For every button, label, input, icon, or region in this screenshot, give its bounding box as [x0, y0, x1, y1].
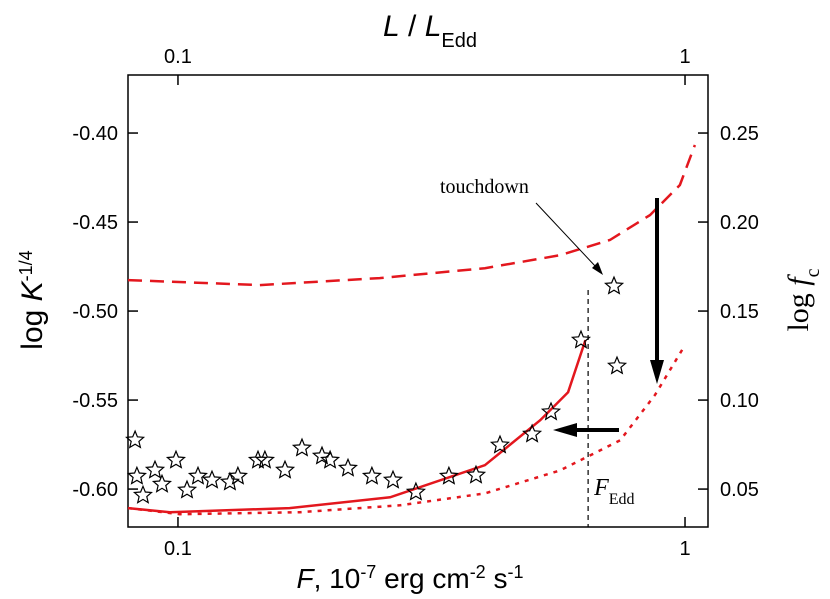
top-axis-title-part: L — [425, 10, 442, 43]
x2-tick-label: 0.1 — [164, 46, 192, 68]
y2-axis-title-part: c — [802, 268, 824, 277]
star-point — [291, 437, 312, 457]
x-tick-label: 1 — [679, 538, 690, 560]
y2-tick-label: 0.20 — [720, 212, 759, 234]
star-point — [126, 465, 147, 485]
curve-dotted — [127, 344, 687, 516]
star-point — [540, 401, 562, 421]
curve-dashed — [127, 144, 697, 287]
star-point — [247, 449, 268, 469]
y2-tick-label: 0.05 — [720, 479, 759, 501]
y2-tick-label: 0.15 — [720, 301, 759, 323]
curve-solid — [127, 339, 587, 514]
y-tick-label: -0.45 — [72, 212, 118, 234]
plot-frame — [127, 74, 709, 528]
y-axis-title-part: log — [16, 301, 49, 349]
star-point — [151, 473, 172, 493]
star-point — [607, 355, 628, 375]
arrow-left-head — [553, 423, 577, 437]
y-tick-label: -0.40 — [72, 123, 118, 145]
annotation-arrowhead — [592, 262, 603, 275]
y-tick-label: -0.50 — [72, 301, 118, 323]
star-point — [320, 449, 341, 469]
reference-label-main: F — [593, 475, 609, 501]
y-axis-title: log K-1/4 — [16, 250, 49, 349]
top-axis-title-part: / — [400, 10, 425, 43]
star-point — [219, 471, 240, 491]
annotation-text: touchdown — [440, 176, 529, 198]
star-point — [125, 429, 146, 449]
x-axis-title-part: s — [486, 563, 508, 594]
star-point — [604, 275, 625, 295]
star-point — [144, 459, 166, 479]
top-axis-title-part: L — [383, 10, 400, 43]
x-axis-title-part: erg cm — [376, 563, 469, 594]
y2-axis-title: log fc — [782, 268, 824, 331]
star-point — [254, 449, 276, 469]
y2-tick-label: 0.10 — [720, 390, 759, 412]
star-point — [382, 469, 403, 489]
top-axis-title: L / LEdd — [383, 10, 477, 52]
plot-area — [125, 144, 697, 516]
y-axis-title-part: K — [16, 279, 49, 301]
x2-tick-label: 1 — [679, 46, 690, 68]
star-point — [570, 329, 591, 349]
top-axis-title-part: Edd — [441, 30, 477, 52]
star-point — [201, 469, 222, 489]
star-point — [361, 465, 382, 485]
y2-axis-title-part: log — [782, 286, 815, 332]
star-point — [489, 434, 510, 454]
x-axis-title-part: -1 — [507, 562, 523, 582]
annotation-pointer — [535, 202, 597, 268]
x-axis-title-part: , 10 — [314, 563, 361, 594]
y2-tick-label: 0.25 — [720, 123, 759, 145]
star-point — [227, 465, 248, 485]
star-point — [132, 484, 153, 504]
star-point — [177, 479, 198, 499]
reference-label-sub: Edd — [609, 491, 635, 508]
star-point — [337, 457, 358, 477]
y-axis-title-part: -1/4 — [16, 250, 36, 281]
star-point — [466, 464, 487, 484]
star-point — [275, 459, 296, 479]
x-axis-title-part: -7 — [360, 562, 376, 582]
x-tick-label: 0.1 — [164, 538, 192, 560]
x-axis-title: F, 10-7 erg cm-2 s-1 — [297, 562, 524, 594]
arrow-down-head — [650, 360, 664, 384]
reference-label: FEdd — [593, 475, 634, 508]
star-point — [438, 465, 459, 485]
star-point — [522, 423, 543, 443]
x-axis-title-part: -2 — [470, 562, 486, 582]
star-point — [165, 449, 186, 469]
star-point — [187, 465, 208, 485]
star-point — [311, 445, 332, 465]
y-tick-label: -0.55 — [72, 390, 118, 412]
star-point — [405, 481, 426, 501]
y-tick-label: -0.60 — [72, 479, 118, 501]
x-axis-title-part: F — [297, 563, 316, 594]
